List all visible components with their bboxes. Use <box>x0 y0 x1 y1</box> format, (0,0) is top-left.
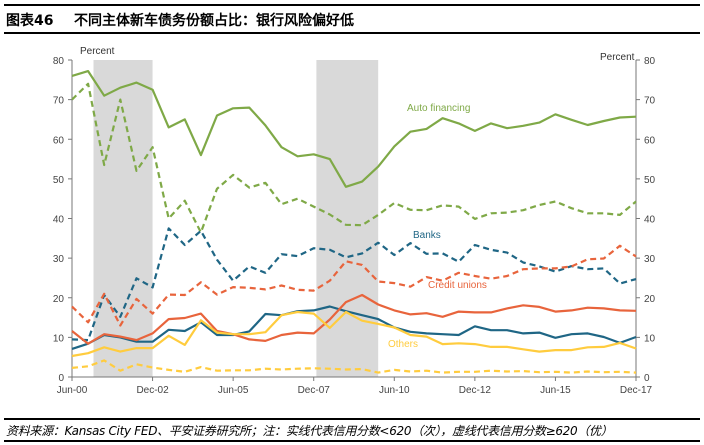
y-tick-label-right: 20 <box>644 294 656 305</box>
series-label-credit-unions: Credit unions <box>428 280 487 291</box>
shaded-period <box>93 60 153 377</box>
y-tick-label: 60 <box>53 135 65 146</box>
series-line-4-dashed <box>71 244 637 327</box>
y-tick-label-right: 30 <box>644 254 656 265</box>
y-tick-label-right: 50 <box>644 175 656 186</box>
y-tick-label: 40 <box>53 215 65 226</box>
series-line-6-solid <box>71 310 637 358</box>
y-tick-label-right: 10 <box>644 333 656 344</box>
x-tick-label: Dec-07 <box>298 385 331 396</box>
figure-footer: 资料来源：Kansas City FED、平安证券研究所；注：实线代表信用分数<… <box>4 418 700 442</box>
x-tick-label: Dec-02 <box>136 385 169 396</box>
source-note: 资料来源：Kansas City FED、平安证券研究所；注：实线代表信用分数<… <box>6 424 613 438</box>
right-axis-label: Percent <box>600 52 635 63</box>
x-tick-label: Dec-12 <box>459 385 492 396</box>
figure-number: 图表46 <box>6 13 54 29</box>
y-tick-label-right: 70 <box>644 96 656 107</box>
y-tick-label: 10 <box>53 333 65 344</box>
y-tick-label-right: 80 <box>644 56 656 67</box>
y-tick-label-right: 40 <box>644 215 656 226</box>
series-line-2-dashed <box>71 227 637 342</box>
y-tick-label: 30 <box>53 254 65 265</box>
x-tick-label: Jun-10 <box>379 385 410 396</box>
y-tick-label: 0 <box>58 373 64 384</box>
x-tick-label: Jun-15 <box>540 385 571 396</box>
y-tick-label: 80 <box>53 56 65 67</box>
x-tick-label: Jun-05 <box>218 385 249 396</box>
x-tick-label: Dec-17 <box>620 385 653 396</box>
series-line-0-solid <box>71 70 637 188</box>
left-axis-label: Percent <box>80 46 115 57</box>
shaded-period <box>316 60 379 377</box>
series-label-auto-financing: Auto financing <box>407 103 470 114</box>
x-tick-label: Jun-00 <box>57 385 88 396</box>
series-line-1-dashed <box>71 82 637 234</box>
series-line-5-solid <box>71 293 637 345</box>
y-tick-label: 70 <box>53 96 65 107</box>
series-line-3-solid <box>71 305 637 350</box>
y-tick-label-right: 0 <box>644 373 650 384</box>
figure-title: 不同主体新车债务份额占比：银行风险偏好低 <box>74 13 354 29</box>
series-label-banks: Banks <box>413 230 441 241</box>
series-label-others: Others <box>388 339 418 350</box>
y-tick-label: 20 <box>53 294 65 305</box>
y-tick-label-right: 60 <box>644 135 656 146</box>
figure-header: 图表46 不同主体新车债务份额占比：银行风险偏好低 <box>4 4 700 34</box>
y-tick-label: 50 <box>53 175 65 186</box>
